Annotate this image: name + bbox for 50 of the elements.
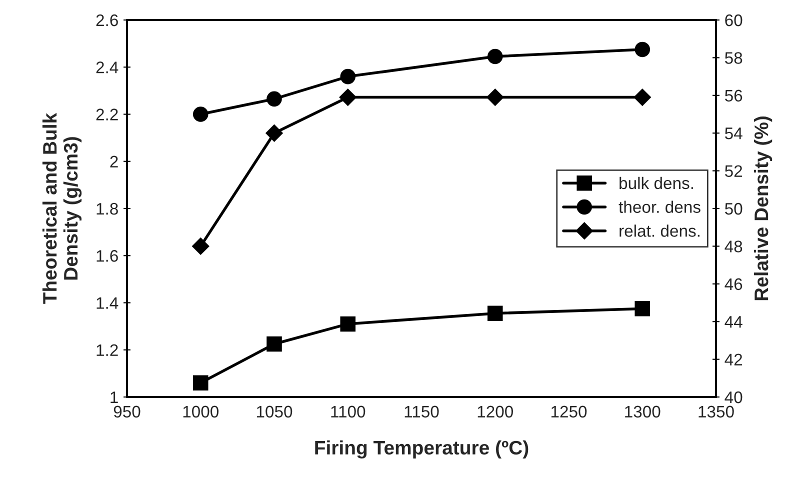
point [339,88,356,106]
point [487,306,503,321]
y2-tick-label: 48 [724,240,742,252]
y-tick-label: 1.2 [96,344,118,356]
point [634,42,650,58]
y-tick-label: 1.4 [96,297,118,309]
legend-label: bulk dens. [620,176,693,190]
x-tick-label: 1000 [183,406,219,418]
y2-tick-label: 42 [724,354,742,366]
x-tick-label: 950 [114,406,140,418]
point [634,301,650,316]
y-tick-label: 2.6 [96,14,118,26]
x-tick-label: 1350 [698,406,734,418]
x-tick-label: 1250 [551,406,587,418]
y-tick-label: 2 [110,156,118,168]
point [192,375,208,390]
point [266,124,283,142]
point [634,88,651,106]
y2-tick-label: 44 [724,316,742,328]
point [486,88,504,106]
x-tick-label: 1050 [256,406,292,418]
y2-tick-label: 56 [725,90,742,102]
y2-tick-label: 54 [725,128,742,140]
y2-tick-label: 58 [725,52,742,64]
x-tick-label: 1100 [331,406,366,418]
point [340,316,356,332]
point [192,238,210,255]
point [266,336,282,352]
y-tick-label: 1.6 [96,250,118,262]
x-tick-label: 1150 [404,406,439,418]
legend-label: relat. dens. [620,224,700,237]
x-axis-title: Firing Temperature (ºC) [315,440,528,459]
x-tick-label: 1200 [478,406,514,418]
point [487,48,503,64]
y-axis-title: Theoretical and Bulk Density (g/cm3) [42,112,82,304]
y2-tick-label: 46 [724,278,742,290]
y-tick-label: 1 [110,392,118,404]
y2-tick-label: 60 [725,14,742,26]
y-tick-label: 2.2 [96,108,118,120]
y2-tick-label: 40 [724,391,742,404]
y2-axis-title: Relative Density (%) [754,116,772,300]
y2-tick-label: 50 [725,202,742,215]
point [266,91,282,107]
legend-label: theor. dens [618,200,700,213]
y-tick-label: 1.8 [96,202,118,215]
y-tick-label: 2.4 [96,62,118,74]
point [340,68,356,84]
y2-tick-label: 52 [725,165,742,178]
x-tick-label: 1300 [625,406,660,418]
point [192,106,208,122]
